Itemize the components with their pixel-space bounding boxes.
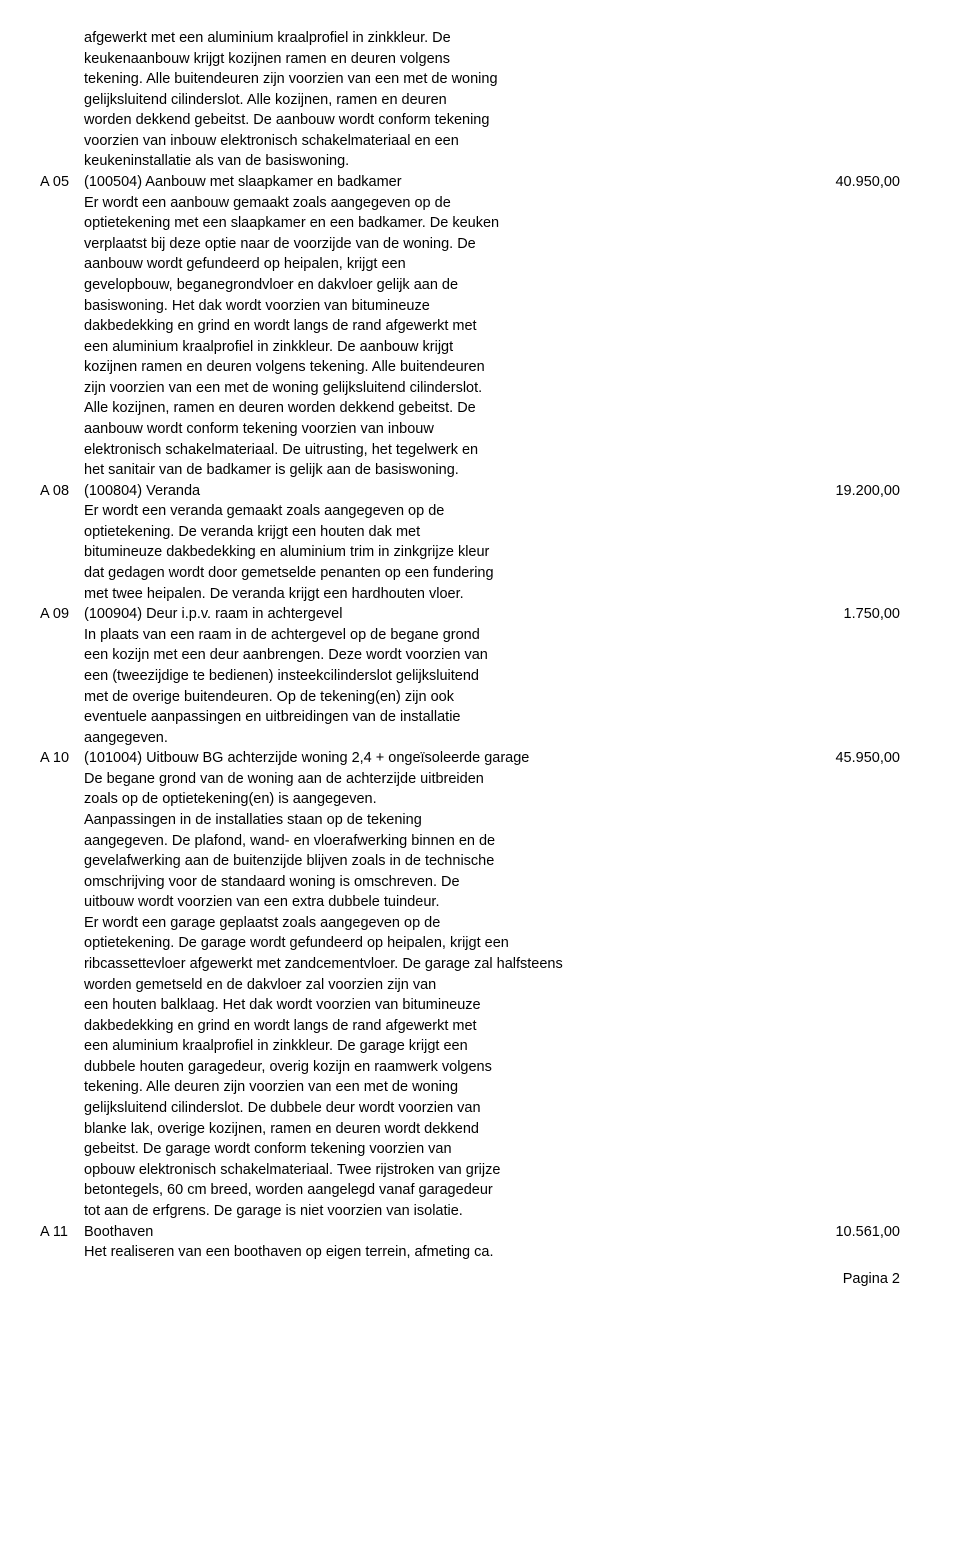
entry-desc-line: tot aan de erfgrens. De garage is niet v… [84, 1201, 800, 1222]
entry-text: (100504) Aanbouw met slaapkamer en badka… [84, 172, 810, 481]
entry-desc-line: Het realiseren van een boothaven op eige… [84, 1242, 800, 1263]
page-footer: Pagina 2 [40, 1269, 900, 1290]
entry-desc-line: gevelafwerking aan de buitenzijde blijve… [84, 851, 800, 872]
entry-desc-line: tekening. Alle deuren zijn voorzien van … [84, 1077, 800, 1098]
entry-desc-line: blanke lak, overige kozijnen, ramen en d… [84, 1119, 800, 1140]
entry-code: A 08 [40, 481, 84, 502]
entry-price: 10.561,00 [810, 1222, 900, 1243]
entry-desc-line: een (tweezijdige te bedienen) insteekcil… [84, 666, 800, 687]
entry-code: A 05 [40, 172, 84, 193]
entry-price: 19.200,00 [810, 481, 900, 502]
price-entry: A 10(101004) Uitbouw BG achterzijde woni… [40, 748, 900, 1221]
entry-code: A 11 [40, 1222, 84, 1243]
entry-price: 1.750,00 [810, 604, 900, 625]
entry-desc-line: aangegeven. [84, 728, 800, 749]
entry-desc-line: optietekening. De veranda krijgt een hou… [84, 522, 800, 543]
entry-desc-line: met de overige buitendeuren. Op de teken… [84, 687, 800, 708]
entry-code: A 09 [40, 604, 84, 625]
entry-desc-line: uitbouw wordt voorzien van een extra dub… [84, 892, 800, 913]
entry-desc-line: eventuele aanpassingen en uitbreidingen … [84, 707, 800, 728]
entry-desc-line: zijn voorzien van een met de woning geli… [84, 378, 800, 399]
continuation-line: keukenaanbouw krijgt kozijnen ramen en d… [84, 49, 800, 70]
entry-text: (101004) Uitbouw BG achterzijde woning 2… [84, 748, 810, 1221]
entry-desc-line: aanbouw wordt gefundeerd op heipalen, kr… [84, 254, 800, 275]
continuation-line: gelijksluitend cilinderslot. Alle kozijn… [84, 90, 800, 111]
entry-title: (101004) Uitbouw BG achterzijde woning 2… [84, 748, 800, 769]
continuation-line: afgewerkt met een aluminium kraalprofiel… [84, 28, 800, 49]
entry-desc-line: opbouw elektronisch schakelmateriaal. Tw… [84, 1160, 800, 1181]
entry-desc-line: optietekening met een slaapkamer en een … [84, 213, 800, 234]
entry-desc-line: Alle kozijnen, ramen en deuren worden de… [84, 398, 800, 419]
entry-desc-line: gevelopbouw, beganegrondvloer en dakvloe… [84, 275, 800, 296]
entry-desc-line: dubbele houten garagedeur, overig kozijn… [84, 1057, 800, 1078]
entry-desc-line: ribcassettevloer afgewerkt met zandcemen… [84, 954, 800, 975]
continuation-line: worden dekkend gebeitst. De aanbouw word… [84, 110, 800, 131]
entry-title: (100904) Deur i.p.v. raam in achtergevel [84, 604, 800, 625]
entry-text: BoothavenHet realiseren van een boothave… [84, 1222, 810, 1263]
entry-desc-line: kozijnen ramen en deuren volgens tekenin… [84, 357, 800, 378]
entry-desc-line: aangegeven. De plafond, wand- en vloeraf… [84, 831, 800, 852]
entry-desc-line: zoals op de optietekening(en) is aangege… [84, 789, 800, 810]
entry-desc-line: Er wordt een garage geplaatst zoals aang… [84, 913, 800, 934]
continuation-block: afgewerkt met een aluminium kraalprofiel… [84, 28, 900, 172]
entry-desc-line: worden gemetseld en de dakvloer zal voor… [84, 975, 800, 996]
continuation-line: tekening. Alle buitendeuren zijn voorzie… [84, 69, 800, 90]
entry-desc-line: omschrijving voor de standaard woning is… [84, 872, 800, 893]
price-entry: A 05(100504) Aanbouw met slaapkamer en b… [40, 172, 900, 481]
price-entry: A 09(100904) Deur i.p.v. raam in achterg… [40, 604, 900, 748]
entry-desc-line: een aluminium kraalprofiel in zinkkleur.… [84, 337, 800, 358]
entry-title: Boothaven [84, 1222, 800, 1243]
entry-desc-line: een houten balklaag. Het dak wordt voorz… [84, 995, 800, 1016]
entry-desc-line: Aanpassingen in de installaties staan op… [84, 810, 800, 831]
entry-desc-line: dakbedekking en grind en wordt langs de … [84, 1016, 800, 1037]
entry-desc-line: Er wordt een veranda gemaakt zoals aange… [84, 501, 800, 522]
entry-desc-line: De begane grond van de woning aan de ach… [84, 769, 800, 790]
entry-desc-line: dat gedagen wordt door gemetselde penant… [84, 563, 800, 584]
entry-desc-line: verplaatst bij deze optie naar de voorzi… [84, 234, 800, 255]
entry-text: (100904) Deur i.p.v. raam in achtergevel… [84, 604, 810, 748]
entry-desc-line: bitumineuze dakbedekking en aluminium tr… [84, 542, 800, 563]
entry-desc-line: basiswoning. Het dak wordt voorzien van … [84, 296, 800, 317]
entry-desc-line: gebeitst. De garage wordt conform tekeni… [84, 1139, 800, 1160]
entry-desc-line: gelijksluitend cilinderslot. De dubbele … [84, 1098, 800, 1119]
entry-text: (100804) VerandaEr wordt een veranda gem… [84, 481, 810, 604]
entry-desc-line: dakbedekking en grind en wordt langs de … [84, 316, 800, 337]
entry-title: (100504) Aanbouw met slaapkamer en badka… [84, 172, 800, 193]
entry-desc-line: optietekening. De garage wordt gefundeer… [84, 933, 800, 954]
entry-desc-line: een kozijn met een deur aanbrengen. Deze… [84, 645, 800, 666]
entry-desc-line: elektronisch schakelmateriaal. De uitrus… [84, 440, 800, 461]
price-entry: A 08(100804) VerandaEr wordt een veranda… [40, 481, 900, 604]
entry-price: 40.950,00 [810, 172, 900, 193]
entry-desc-line: een aluminium kraalprofiel in zinkkleur.… [84, 1036, 800, 1057]
price-entry: A 11BoothavenHet realiseren van een boot… [40, 1222, 900, 1263]
entry-desc-line: het sanitair van de badkamer is gelijk a… [84, 460, 800, 481]
entry-desc-line: In plaats van een raam in de achtergevel… [84, 625, 800, 646]
entry-desc-line: betontegels, 60 cm breed, worden aangele… [84, 1180, 800, 1201]
entry-title: (100804) Veranda [84, 481, 800, 502]
entry-price: 45.950,00 [810, 748, 900, 769]
continuation-line: keukeninstallatie als van de basiswoning… [84, 151, 800, 172]
entry-desc-line: Er wordt een aanbouw gemaakt zoals aange… [84, 193, 800, 214]
continuation-line: voorzien van inbouw elektronisch schakel… [84, 131, 800, 152]
entry-code: A 10 [40, 748, 84, 769]
entry-desc-line: aanbouw wordt conform tekening voorzien … [84, 419, 800, 440]
entry-desc-line: met twee heipalen. De veranda krijgt een… [84, 584, 800, 605]
